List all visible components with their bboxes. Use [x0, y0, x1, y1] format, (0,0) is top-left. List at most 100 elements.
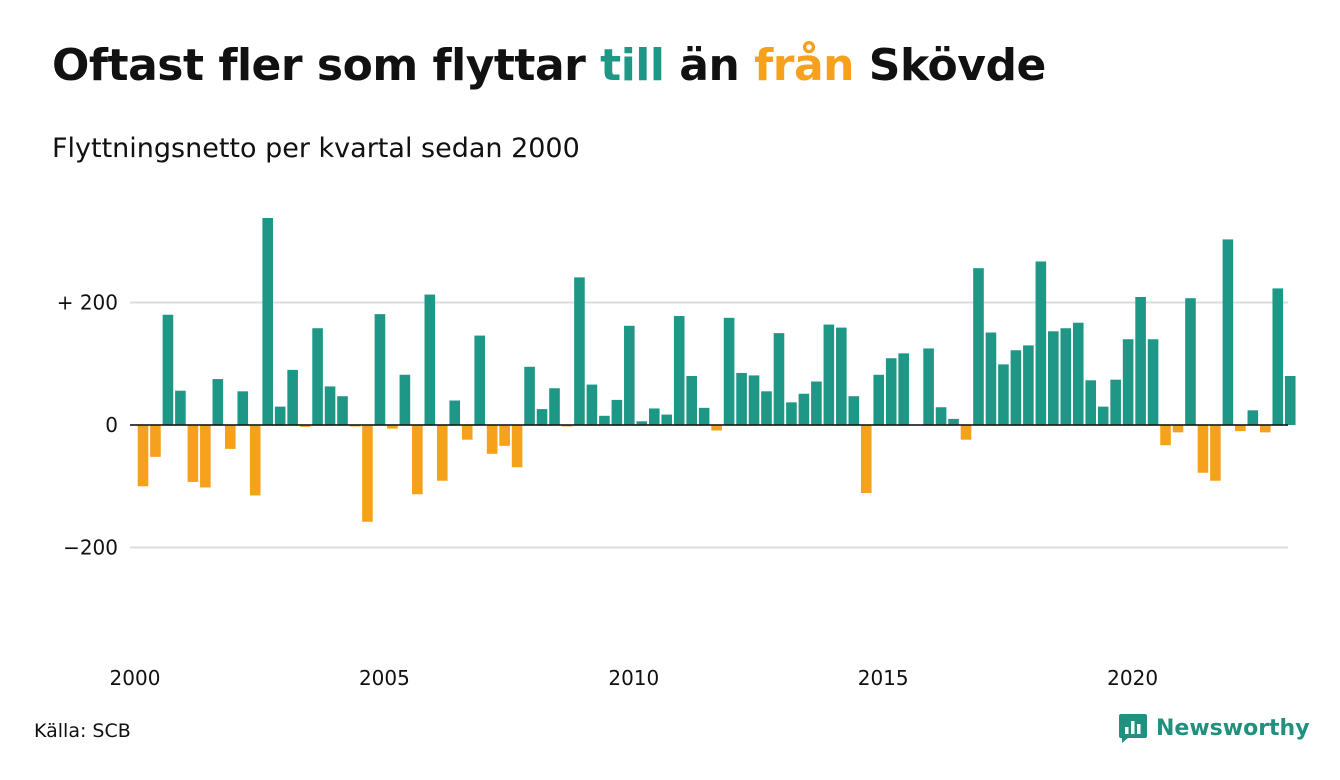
bar [162, 314, 174, 425]
x-tick-label: 2010 [608, 666, 659, 690]
x-axis-ticks: 2000 2005 2010 2015 2020 [110, 666, 1159, 690]
bar [1122, 339, 1134, 425]
bar [187, 425, 199, 482]
bar [175, 390, 186, 425]
bar [935, 407, 947, 425]
bar [973, 268, 984, 425]
bar [399, 374, 411, 425]
brand-name: Newsworthy [1156, 715, 1310, 741]
bar [137, 425, 149, 487]
bar [1235, 425, 1246, 432]
bar [786, 402, 797, 425]
bar [624, 325, 635, 425]
chart-title: Oftast fler som flyttar till än från Skö… [52, 40, 1046, 91]
y-tick-label: −200 [63, 536, 118, 560]
bar [748, 375, 760, 425]
chart-subtitle: Flyttningsnetto per kvartal sedan 2000 [52, 133, 580, 164]
bar [1085, 380, 1097, 425]
bar [873, 374, 885, 425]
y-tick-label: 0 [105, 413, 118, 437]
bar [536, 409, 548, 425]
newsworthy-logo: Newsworthy [1118, 712, 1310, 744]
bar [960, 425, 972, 440]
bar [1197, 425, 1209, 473]
bar [998, 364, 1009, 425]
x-tick-label: 2000 [110, 666, 161, 690]
bar [249, 425, 261, 496]
title-till: till [600, 40, 665, 91]
bar [673, 315, 685, 426]
title-fran: från [754, 40, 854, 91]
bar [898, 353, 909, 425]
bar [860, 425, 872, 493]
bar [150, 425, 161, 457]
bar [312, 328, 323, 426]
bar [1023, 345, 1034, 426]
bar [1147, 339, 1159, 425]
bar [848, 396, 860, 425]
bar [823, 324, 835, 425]
bar [1222, 239, 1234, 425]
bar [723, 317, 735, 425]
bar [1135, 296, 1146, 425]
bar [1010, 350, 1022, 425]
bar [424, 294, 436, 425]
bar [711, 425, 722, 431]
bar [212, 379, 224, 425]
bar [985, 332, 997, 425]
bar-chart: + 200 0 −200 2000 2005 2010 2015 2020 [57, 217, 1296, 690]
bar [599, 415, 610, 425]
bar [586, 384, 598, 425]
x-tick-label: 2020 [1107, 666, 1158, 690]
bar [412, 425, 423, 495]
bar [648, 408, 660, 425]
bar [374, 314, 386, 425]
bar [387, 425, 398, 429]
bar [1172, 425, 1184, 433]
bar [885, 358, 897, 425]
bar [798, 393, 810, 425]
bar [948, 418, 959, 426]
bar [1097, 406, 1109, 426]
x-tick-label: 2015 [858, 666, 909, 690]
bar [761, 391, 772, 425]
bar [549, 388, 560, 425]
bar [474, 335, 485, 425]
bar [1210, 425, 1221, 481]
y-axis-ticks: + 200 0 −200 [57, 291, 118, 560]
bar [923, 348, 934, 425]
bar [611, 399, 623, 425]
bar [686, 376, 697, 425]
bar [1048, 331, 1059, 425]
title-part3: Skövde [853, 40, 1047, 91]
bar [1160, 425, 1171, 446]
bar [324, 386, 336, 425]
bar [1185, 298, 1196, 425]
y-tick-label: + 200 [57, 291, 118, 315]
bar [636, 421, 648, 425]
bars [130, 217, 1296, 522]
bar [287, 369, 298, 426]
bar [1272, 288, 1284, 425]
bar [698, 407, 710, 425]
bar [736, 372, 747, 425]
bar [836, 327, 847, 425]
bar [274, 406, 286, 426]
title-part1: Oftast fler som flyttar [52, 40, 601, 91]
newsworthy-icon [1119, 714, 1147, 743]
bar [362, 425, 373, 522]
bar [811, 381, 822, 425]
bar [1060, 328, 1072, 426]
bar [486, 425, 498, 454]
bar [461, 425, 473, 440]
bar [337, 396, 348, 425]
bar [524, 366, 535, 425]
bar [449, 400, 461, 425]
bar [262, 217, 273, 425]
x-tick-label: 2005 [359, 666, 410, 690]
bar [499, 425, 510, 446]
bar [1110, 379, 1121, 426]
bar [773, 333, 785, 426]
bar [574, 277, 585, 425]
bar [1247, 410, 1259, 425]
